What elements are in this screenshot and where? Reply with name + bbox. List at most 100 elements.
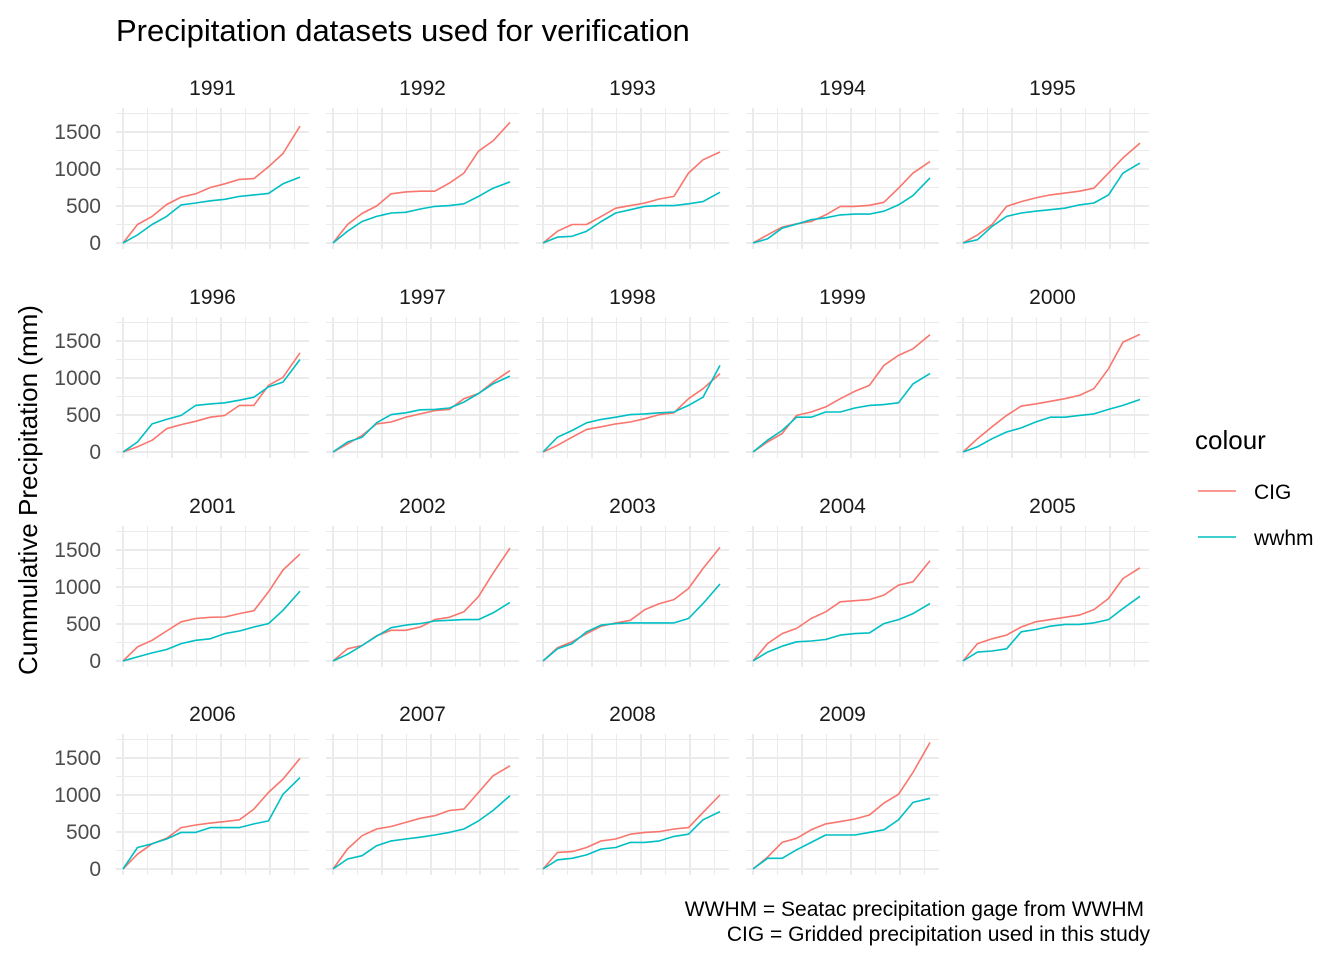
- strip-label: 2003: [609, 495, 656, 518]
- series-line-cig: [542, 794, 721, 870]
- panel-2003: 2003: [536, 495, 729, 667]
- strip-label: 2008: [609, 703, 656, 726]
- strip-label: 2004: [819, 495, 866, 518]
- series-line-cig: [752, 160, 931, 244]
- series-line-wwhm: [752, 797, 931, 870]
- series-line-cig: [332, 547, 511, 662]
- y-tick-label: 0: [89, 858, 101, 881]
- y-tick-label: 500: [66, 821, 101, 844]
- series-line-cig: [752, 560, 931, 662]
- y-tick-label: 500: [66, 195, 101, 218]
- series-line-cig: [332, 765, 511, 870]
- panel-1996: 1996 0 500 1000 1500: [54, 286, 309, 464]
- series-line-wwhm: [542, 810, 721, 870]
- y-tick-label: 500: [66, 613, 101, 636]
- y-tick-label: 1500: [54, 539, 101, 562]
- panel-2006: 2006 0 500 1000 1500: [54, 703, 309, 881]
- chart-title: Precipitation datasets used for verifica…: [116, 13, 690, 48]
- series-line-wwhm: [542, 365, 721, 453]
- series-line-cig: [122, 125, 301, 244]
- strip-label: 2009: [819, 703, 866, 726]
- panel-1992: 1992: [326, 77, 519, 249]
- strip-label: 1992: [399, 77, 446, 100]
- panel-1993: 1993: [536, 77, 729, 249]
- strip-label: 2000: [1029, 286, 1076, 309]
- series-line-wwhm: [752, 177, 931, 244]
- series-line-wwhm: [332, 795, 511, 870]
- legend-label-wwhm: wwhm: [1253, 527, 1314, 550]
- y-tick-label: 1500: [54, 747, 101, 770]
- strip-label: 2005: [1029, 495, 1076, 518]
- series-line-wwhm: [962, 398, 1141, 453]
- y-axis-title: Cummulative Precipitation (mm): [13, 305, 43, 675]
- panel-2004: 2004: [746, 495, 939, 667]
- series-line-cig: [122, 553, 301, 662]
- series-line-cig: [122, 352, 301, 453]
- panel-2002: 2002: [326, 495, 519, 667]
- series-line-wwhm: [122, 176, 301, 244]
- series-line-wwhm: [332, 181, 511, 244]
- series-line-wwhm: [962, 595, 1141, 662]
- legend-label-cig: CIG: [1254, 481, 1291, 504]
- series-line-cig: [542, 151, 721, 244]
- panel-2007: 2007: [326, 703, 519, 875]
- series-line-wwhm: [122, 590, 301, 662]
- strip-label: 1993: [609, 77, 656, 100]
- panel-2001: 2001 0 500 1000 1500: [54, 495, 309, 673]
- strip-label: 1994: [819, 77, 866, 100]
- strip-label: 1998: [609, 286, 656, 309]
- series-line-wwhm: [332, 375, 511, 453]
- legend: colour CIG wwhm: [1195, 425, 1314, 550]
- strip-label: 1991: [189, 77, 236, 100]
- panel-1999: 1999: [746, 286, 939, 458]
- legend-title: colour: [1195, 425, 1266, 455]
- caption-line-2: CIG = Gridded precipitation used in this…: [727, 923, 1151, 946]
- series-line-wwhm: [122, 777, 301, 870]
- panel-1997: 1997: [326, 286, 519, 458]
- strip-label: 1999: [819, 286, 866, 309]
- series-line-cig: [752, 742, 931, 870]
- panel-2000: 2000: [956, 286, 1149, 458]
- facet-panels: 1991 0 500 1000 1500 1992 1993 1994 1995 1996 0 500…: [54, 77, 1149, 881]
- strip-label: 2006: [189, 703, 236, 726]
- y-tick-label: 1000: [54, 158, 101, 181]
- panel-2009: 2009: [746, 703, 939, 875]
- y-tick-label: 1000: [54, 576, 101, 599]
- panel-1998: 1998: [536, 286, 729, 458]
- series-line-wwhm: [332, 601, 511, 662]
- strip-label: 2002: [399, 495, 446, 518]
- series-line-cig: [962, 142, 1141, 244]
- series-line-wwhm: [542, 583, 721, 662]
- caption-line-1: WWHM = Seatac precipitation gage from WW…: [685, 898, 1144, 921]
- y-tick-label: 0: [89, 232, 101, 255]
- series-line-cig: [542, 373, 721, 453]
- series-line-wwhm: [542, 191, 721, 244]
- series-line-wwhm: [752, 372, 931, 453]
- series-line-wwhm: [962, 162, 1141, 244]
- y-tick-label: 1500: [54, 121, 101, 144]
- panel-1995: 1995: [956, 77, 1149, 249]
- series-line-cig: [962, 567, 1141, 662]
- strip-label: 1996: [189, 286, 236, 309]
- panel-2005: 2005: [956, 495, 1149, 667]
- series-line-cig: [332, 121, 511, 244]
- series-line-cig: [962, 333, 1141, 453]
- strip-label: 2007: [399, 703, 446, 726]
- panel-1994: 1994: [746, 77, 939, 249]
- y-tick-label: 1000: [54, 784, 101, 807]
- y-tick-label: 0: [89, 650, 101, 673]
- series-line-cig: [542, 546, 721, 662]
- strip-label: 1995: [1029, 77, 1076, 100]
- y-tick-label: 1500: [54, 330, 101, 353]
- y-tick-label: 0: [89, 441, 101, 464]
- panel-2008: 2008: [536, 703, 729, 875]
- strip-label: 2001: [189, 495, 236, 518]
- panel-1991: 1991 0 500 1000 1500: [54, 77, 309, 255]
- y-tick-label: 500: [66, 404, 101, 427]
- series-line-cig: [332, 369, 511, 453]
- strip-label: 1997: [399, 286, 446, 309]
- series-line-cig: [752, 334, 931, 453]
- series-line-wwhm: [122, 359, 301, 453]
- series-line-wwhm: [752, 602, 931, 662]
